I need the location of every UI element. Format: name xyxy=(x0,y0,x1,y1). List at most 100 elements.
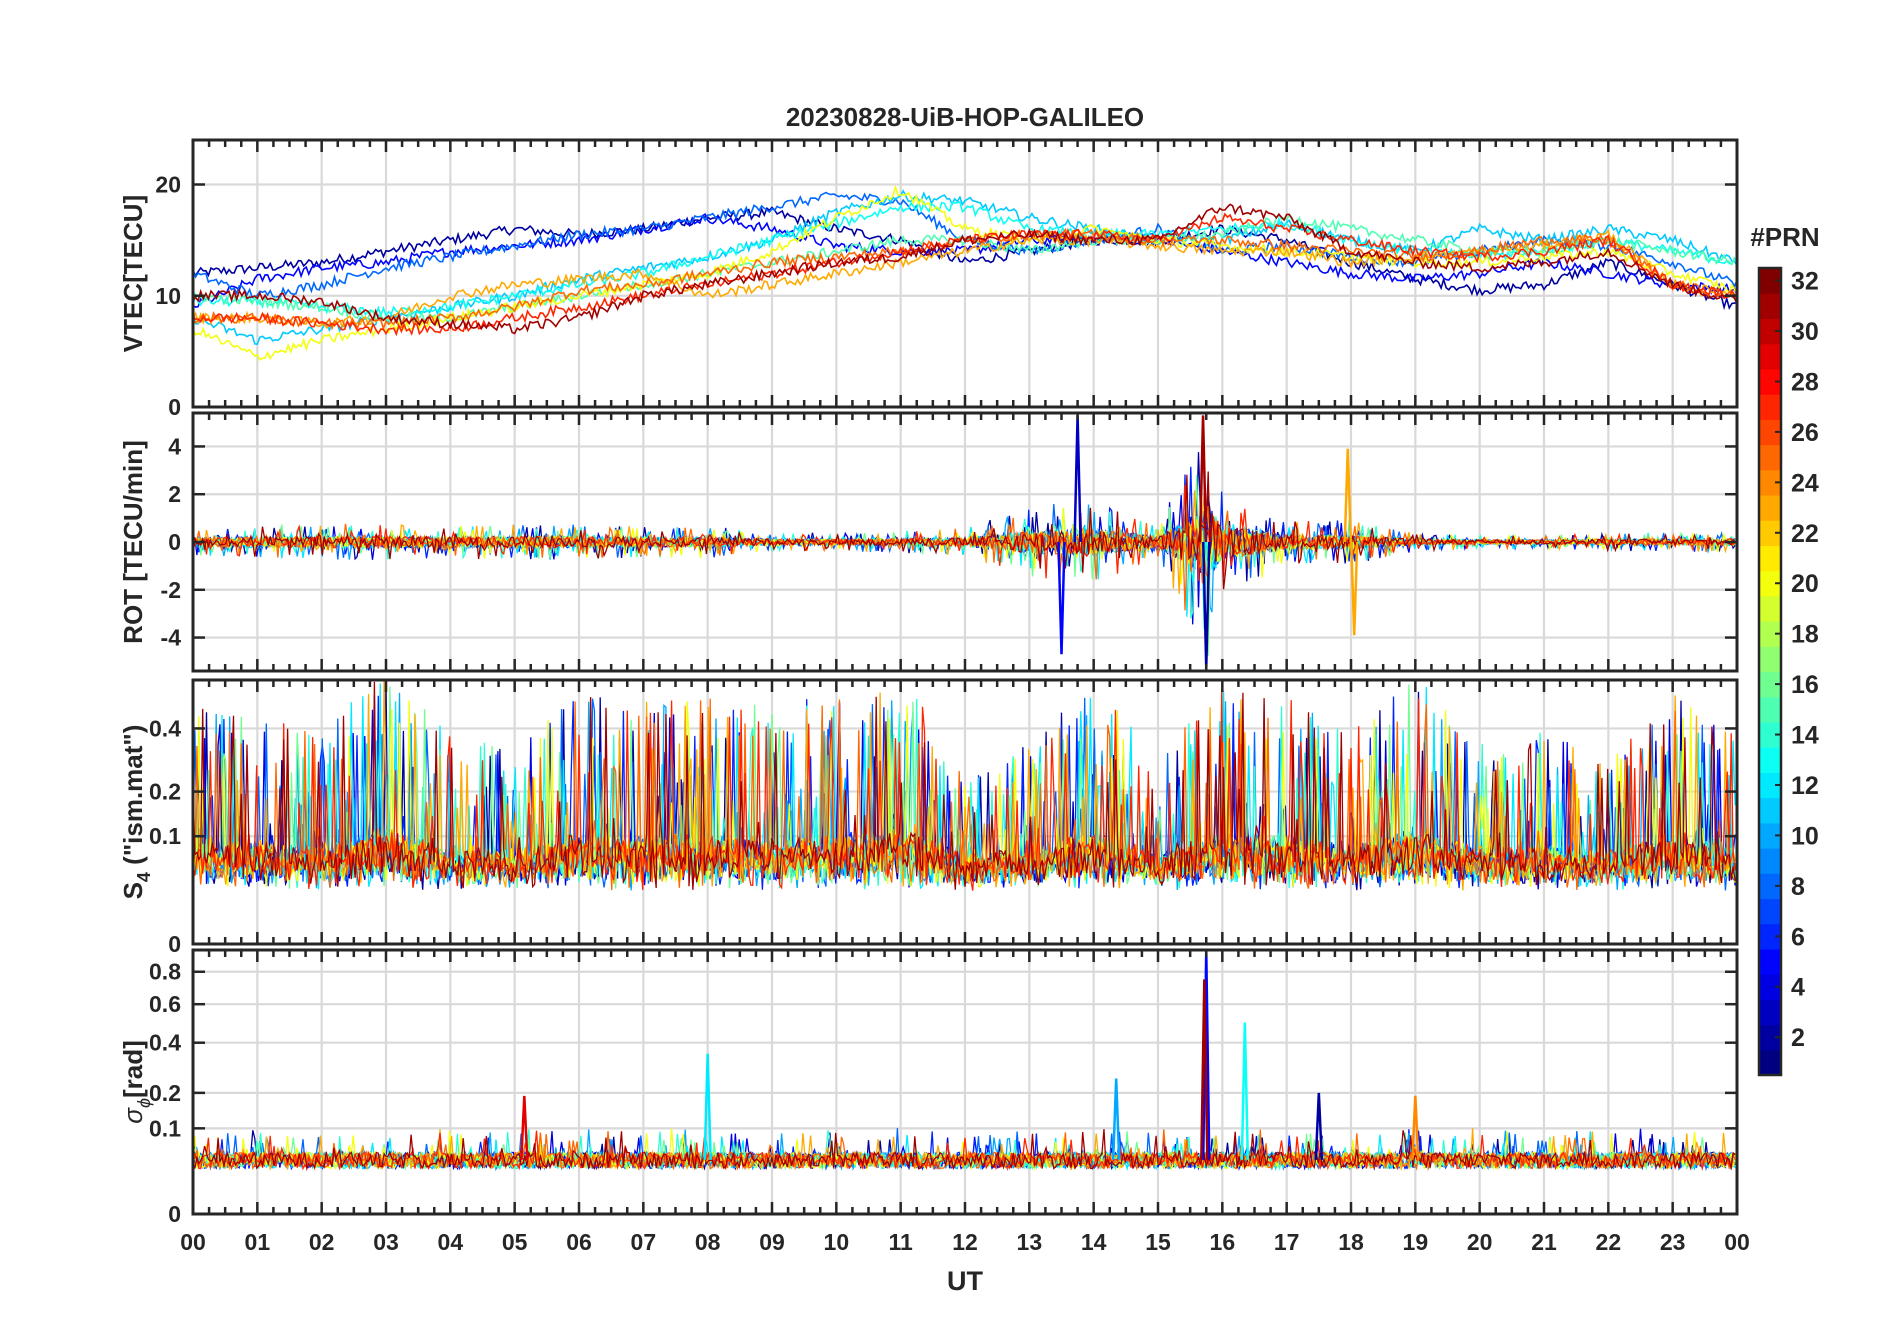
x-tick-label: 09 xyxy=(759,1229,785,1255)
series-prn-27 xyxy=(193,1130,1736,1172)
colorbar-tick-label: 18 xyxy=(1791,621,1819,649)
colorbar-tick-label: 2 xyxy=(1791,1024,1805,1052)
colorbar-segment xyxy=(1759,873,1781,900)
colorbar-tick-label: 20 xyxy=(1791,570,1819,598)
y-tick-label: -4 xyxy=(161,625,182,651)
x-tick-label: 19 xyxy=(1403,1229,1429,1255)
colorbar-segment xyxy=(1759,368,1781,395)
colorbar-segment xyxy=(1759,444,1781,471)
colorbar-segment xyxy=(1759,797,1781,824)
y-tick-label: 20 xyxy=(155,172,181,198)
y-tick-label: 0 xyxy=(168,394,181,420)
colorbar-tick-label: 4 xyxy=(1791,974,1805,1002)
colorbar-segment xyxy=(1759,999,1781,1026)
series-prn-31 xyxy=(193,1129,1736,1172)
colorbar-segment xyxy=(1759,318,1781,345)
y-axis-label-s4: S4 ("ism.mat") xyxy=(118,725,154,900)
x-tick-label: 03 xyxy=(373,1229,399,1255)
y-tick-label: 10 xyxy=(155,283,181,309)
peak-prn-3 xyxy=(1073,415,1082,543)
colorbar-tick-label: 22 xyxy=(1791,520,1819,548)
x-tick-label: 02 xyxy=(309,1229,335,1255)
y-tick-label: 0.6 xyxy=(149,991,181,1017)
x-tick-label: 08 xyxy=(695,1229,721,1255)
x-tick-label: 05 xyxy=(502,1229,528,1255)
x-tick-label: 12 xyxy=(952,1229,978,1255)
y-tick-label: 0.2 xyxy=(149,779,181,805)
peak-prn-23 xyxy=(1343,448,1353,543)
x-tick-label: 22 xyxy=(1596,1229,1622,1255)
colorbar-tick-label: 10 xyxy=(1791,822,1819,850)
series-prn-2 xyxy=(193,206,1737,311)
panel-s4: 0 0.1 0.2 0.4S4 ("ism.mat") xyxy=(118,678,1739,957)
colorbar-tick-label: 8 xyxy=(1791,873,1805,901)
colorbar-segment xyxy=(1759,595,1781,622)
colorbar-segment xyxy=(1759,948,1781,975)
y-axis-label-rot: ROT [TECU/min] xyxy=(118,440,148,644)
peak-prn-2 xyxy=(1314,1092,1324,1160)
colorbar-tick-label: 12 xyxy=(1791,772,1819,800)
y-tick-label: 0 xyxy=(168,1201,181,1227)
peak-prn-13 xyxy=(1240,1022,1250,1160)
colorbar-segment xyxy=(1759,494,1781,521)
peak-prn-23 xyxy=(1349,541,1359,636)
colorbar-tick-label: 32 xyxy=(1791,268,1819,296)
peak-prn-24 xyxy=(1411,1095,1420,1160)
y-tick-label: 4 xyxy=(168,433,181,459)
plot-area-s4 xyxy=(193,680,1736,891)
colorbar-tick-label: 24 xyxy=(1791,469,1819,497)
colorbar-segment xyxy=(1759,469,1781,496)
x-tick-label: 07 xyxy=(631,1229,657,1255)
colorbar-segment xyxy=(1759,772,1781,799)
y-tick-label: 0.2 xyxy=(149,1080,181,1106)
plot-area-vtec xyxy=(193,184,1737,361)
peak-prn-5 xyxy=(1057,541,1066,655)
colorbar-segment xyxy=(1759,898,1781,925)
colorbar-segment xyxy=(1759,545,1781,572)
colorbar-segment xyxy=(1759,646,1781,673)
x-tick-label: 06 xyxy=(566,1229,592,1255)
colorbar-tick-label: 28 xyxy=(1791,368,1819,396)
y-axis-label-vtec: VTEC[TECU] xyxy=(118,195,148,352)
series-prn-20 xyxy=(193,184,1737,361)
y-tick-label: 0.4 xyxy=(149,1030,181,1056)
colorbar-segment xyxy=(1759,923,1781,950)
colorbar-segment xyxy=(1759,822,1781,849)
colorbar-segment xyxy=(1759,621,1781,647)
y-axis-label-sigma_phi: σϕ[rad] xyxy=(118,1040,154,1123)
colorbar-tick-label: 26 xyxy=(1791,419,1819,447)
x-tick-label: 00 xyxy=(180,1229,206,1255)
x-tick-label: 17 xyxy=(1274,1229,1300,1255)
y-tick-label: 0.1 xyxy=(149,1115,181,1141)
colorbar-segment xyxy=(1759,747,1781,773)
peak-prn-10 xyxy=(1111,1078,1121,1160)
colorbar-segment xyxy=(1759,671,1781,698)
panel-rot: -4 -2 0 2 4 ROT [TECU/min] xyxy=(118,411,1739,673)
colorbar-tick-label: 6 xyxy=(1791,923,1805,951)
x-tick-label: 13 xyxy=(1017,1229,1043,1255)
x-axis-label: UT xyxy=(947,1266,983,1296)
y-tick-label: 0.8 xyxy=(149,959,181,985)
y-tick-label: 0.1 xyxy=(149,823,181,849)
colorbar-segment xyxy=(1759,343,1781,370)
colorbar-tick-label: 30 xyxy=(1791,318,1819,346)
x-tick-label: 15 xyxy=(1145,1229,1171,1255)
plot-area-sigma_phi xyxy=(193,950,1736,1172)
colorbar-segment xyxy=(1759,1049,1781,1076)
panel-vtec: 0 10 20 VTEC[TECU] xyxy=(118,138,1739,420)
chart-title: 20230828-UiB-HOP-GALILEO xyxy=(786,102,1144,132)
x-tick-label: 14 xyxy=(1081,1229,1107,1255)
colorbar-tick-label: 14 xyxy=(1791,722,1819,750)
x-tick-label: 00 xyxy=(1724,1229,1750,1255)
series-prn-31 xyxy=(193,203,1737,335)
x-tick-label: 04 xyxy=(438,1229,464,1255)
colorbar-segment xyxy=(1759,848,1781,874)
peak-prn-29 xyxy=(520,1095,529,1160)
x-tick-label: 01 xyxy=(245,1229,271,1255)
x-tick-label: 10 xyxy=(824,1229,850,1255)
y-tick-label: 0 xyxy=(168,931,181,957)
colorbar-segment xyxy=(1759,721,1781,748)
